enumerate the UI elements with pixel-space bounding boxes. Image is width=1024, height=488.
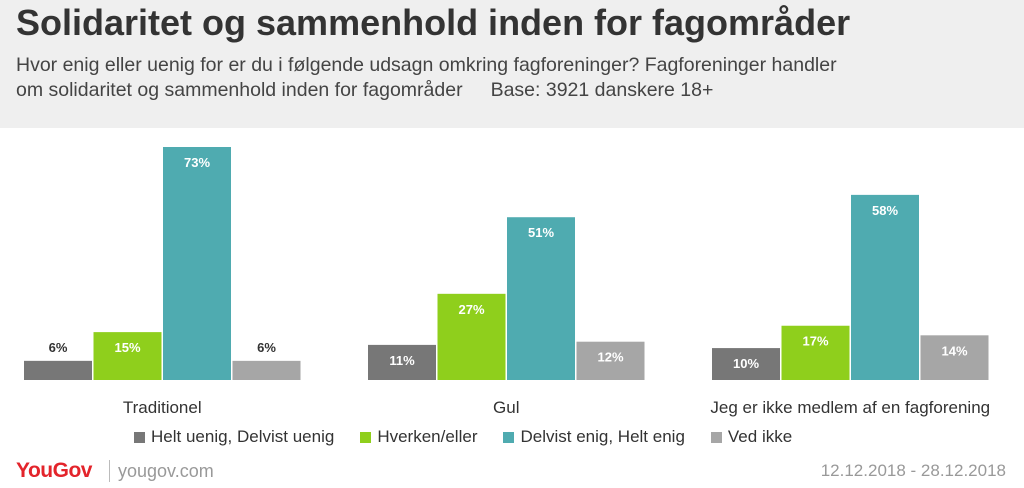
subtitle-question-line2: om solidaritet og sammenhold inden for f… (16, 79, 463, 101)
data-label-0-0: 6% (49, 340, 68, 355)
data-label-0-1: 15% (114, 340, 140, 355)
data-label-1-2: 51% (528, 225, 554, 240)
category-label-1: Gul (493, 398, 519, 417)
legend-item-2: Delvist enig, Helt enig (503, 427, 685, 447)
bar-0-1 (93, 332, 162, 380)
bar-0-0 (24, 360, 92, 380)
data-label-2-2: 58% (872, 203, 898, 218)
bar-chart: 6% 15% 73% 6% Traditionel 11% 27% 51% 12% Gul 10% 1… (24, 147, 990, 417)
data-label-2-0: 10% (733, 356, 759, 371)
bar-0-2 (163, 147, 231, 380)
footer-url: yougov.com (118, 461, 214, 481)
header-band: Solidaritet og sammenhold inden for fago… (0, 0, 1024, 128)
legend-label-3: Ved ikke (727, 427, 793, 446)
bar-1-1 (437, 293, 506, 380)
chart-legend: Helt uenig, Delvist uenig Hverken/eller De… (134, 426, 818, 448)
bar-1-2 (507, 217, 575, 380)
data-label-1-0: 11% (389, 353, 415, 368)
category-label-2: Jeg er ikke medlem af en fagforening (710, 398, 990, 417)
yougov-logo: YouGov (16, 459, 92, 482)
legend-swatch-3 (710, 431, 722, 443)
data-label-1-1: 27% (458, 302, 484, 317)
data-label-1-3: 12% (597, 350, 623, 365)
legend-label-0: Helt uenig, Delvist uenig (151, 427, 335, 446)
bar-2-1 (781, 325, 850, 380)
footer-divider (109, 460, 110, 482)
bar-2-2 (851, 194, 919, 380)
legend-swatch-1 (360, 431, 372, 443)
data-label-0-2: 73% (184, 155, 210, 170)
footer-date-range: 12.12.2018 - 28.12.2018 (820, 461, 1006, 480)
bar-2-0 (712, 348, 780, 380)
legend-swatch-2 (503, 431, 515, 443)
subtitle-question-line1: Hvor enig eller uenig for er du i følgen… (16, 54, 837, 76)
bar-1-0 (368, 344, 436, 380)
legend-item-1: Hverken/eller (360, 427, 477, 447)
bar-1-3 (576, 341, 645, 380)
legend-swatch-0 (134, 431, 145, 443)
legend-item-0: Helt uenig, Delvist uenig (134, 427, 334, 447)
page-title: Solidaritet og sammenhold inden for fago… (16, 2, 851, 43)
bar-0-3 (232, 360, 301, 380)
bar-2-3 (920, 335, 989, 380)
subtitle-base: Base: 3921 danskere 18+ (490, 79, 714, 101)
legend-label-1: Hverken/eller (377, 427, 478, 446)
data-label-2-3: 14% (941, 343, 967, 358)
data-label-2-1: 17% (802, 334, 828, 349)
legend-label-2: Delvist enig, Helt enig (520, 427, 685, 446)
chart-subtitle: Hvor enig eller uenig for er du i følgen… (16, 53, 1016, 103)
category-label-0: Traditionel (123, 398, 202, 417)
legend-item-3: Ved ikke (710, 427, 793, 447)
data-label-0-3: 6% (257, 340, 276, 355)
